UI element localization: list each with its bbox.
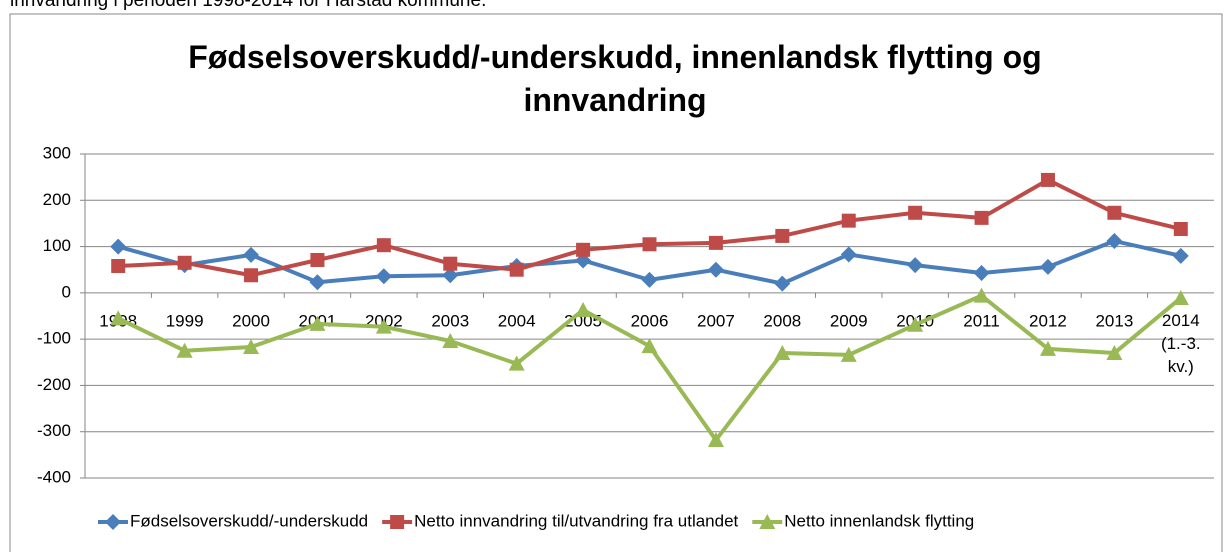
marker (575, 301, 592, 317)
marker (1172, 247, 1189, 264)
x-tick-label: 2012 (1029, 311, 1067, 330)
marker (375, 268, 392, 285)
marker (1173, 221, 1188, 236)
chart-frame (9, 13, 1223, 557)
marker (309, 315, 326, 331)
marker (509, 262, 524, 277)
marker (1039, 340, 1056, 356)
y-tick-label: 100 (43, 236, 71, 255)
marker (840, 346, 857, 362)
marker (310, 252, 325, 267)
marker (908, 205, 923, 220)
marker (176, 342, 193, 358)
marker (508, 355, 525, 371)
x-tick-label: 2013 (1095, 311, 1133, 330)
marker (1039, 258, 1056, 275)
marker (841, 213, 856, 228)
marker (774, 345, 791, 361)
y-tick-label: 300 (43, 143, 71, 162)
marker (244, 268, 259, 283)
x-tick-label: 2009 (830, 311, 868, 330)
marker (641, 271, 658, 288)
y-tick-label: -200 (37, 375, 71, 394)
x-tick-label: 2007 (697, 311, 735, 330)
marker (105, 514, 121, 530)
marker (973, 264, 990, 281)
marker (309, 274, 326, 291)
y-tick-label: -400 (37, 467, 71, 486)
marker (243, 339, 260, 355)
legend-label: Netto innenlandsk flytting (784, 511, 974, 530)
legend-label: Fødselsoverskudd/-underskudd (130, 511, 368, 530)
marker (111, 259, 126, 274)
chart-title: Fødselsoverskudd/-underskudd, innenlands… (188, 39, 1042, 118)
marker (774, 275, 791, 292)
marker (1106, 233, 1123, 250)
marker (907, 257, 924, 274)
x-tick-label: 2003 (431, 311, 469, 330)
marker (1040, 172, 1055, 187)
y-tick-label: 200 (43, 190, 71, 209)
marker (243, 246, 260, 263)
x-tick-label: 2008 (763, 311, 801, 330)
marker (642, 237, 657, 252)
marker (576, 242, 591, 257)
series-line (118, 177, 1182, 278)
caption: innvandring i perioden 1998-2014 for Har… (10, 0, 487, 11)
marker (442, 332, 459, 348)
marker (907, 316, 924, 332)
marker (641, 338, 658, 354)
legend-label: Netto innvandring til/utvandring fra utl… (414, 511, 738, 530)
marker (376, 238, 391, 253)
x-tick-label: 2000 (232, 311, 270, 330)
marker (1106, 345, 1123, 361)
x-tick-label: 2006 (631, 311, 669, 330)
marker (775, 228, 790, 243)
marker (375, 318, 392, 334)
marker (707, 432, 724, 448)
marker (840, 246, 857, 263)
marker (1172, 289, 1189, 305)
x-tick-label: 2011 (963, 311, 1000, 330)
marker (759, 514, 776, 529)
marker (708, 235, 723, 250)
marker (974, 210, 989, 225)
marker (177, 255, 192, 270)
marker (110, 238, 127, 255)
y-tick-label: 0 (62, 282, 71, 301)
x-tick-label: 1999 (166, 311, 204, 330)
marker (973, 287, 990, 303)
marker (110, 310, 127, 326)
x-tick-label: 2004 (498, 311, 536, 330)
y-tick-label: -100 (37, 329, 71, 348)
marker (707, 261, 724, 278)
marker (442, 267, 459, 284)
marker (443, 256, 458, 271)
x-tick-label: 2014 (1.-3. kv.) (1161, 311, 1201, 376)
marker (390, 515, 405, 529)
marker (1107, 205, 1122, 220)
y-tick-label: -300 (37, 421, 71, 440)
